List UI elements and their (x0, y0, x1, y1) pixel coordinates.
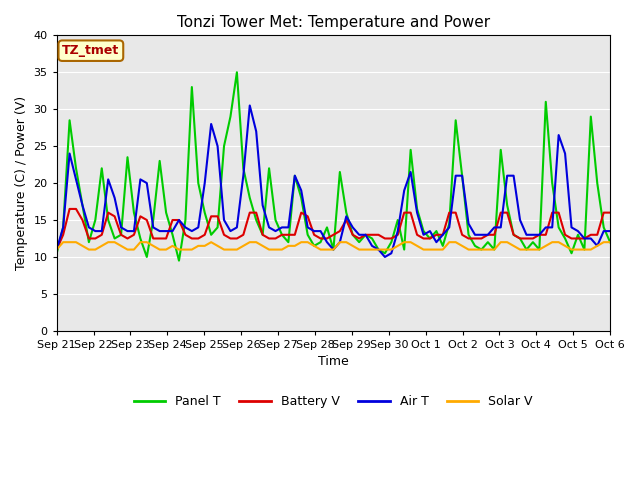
Solar V (53, 247, 61, 252)
Battery V (149, 236, 157, 241)
Panel T (220, 143, 228, 149)
Line: Solar V: Solar V (57, 242, 610, 250)
Text: TZ_tmet: TZ_tmet (62, 44, 120, 57)
Panel T (175, 258, 183, 264)
Air T (381, 254, 388, 260)
Air T (53, 247, 61, 252)
Battery V (66, 206, 74, 212)
Legend: Panel T, Battery V, Air T, Solar V: Panel T, Battery V, Air T, Solar V (129, 390, 538, 413)
Air T (336, 240, 344, 245)
Battery V (336, 228, 344, 234)
Air T (143, 180, 150, 186)
Solar V (336, 240, 344, 245)
Solar V (60, 240, 67, 245)
Panel T (606, 240, 614, 245)
Air T (516, 217, 524, 223)
Battery V (509, 232, 517, 238)
Battery V (606, 210, 614, 216)
Solar V (149, 243, 157, 249)
Line: Air T: Air T (57, 106, 610, 257)
Panel T (182, 217, 189, 223)
Battery V (220, 232, 228, 238)
Solar V (291, 243, 299, 249)
Air T (606, 228, 614, 234)
Panel T (516, 236, 524, 241)
Battery V (291, 232, 299, 238)
Air T (175, 217, 183, 223)
Panel T (298, 195, 305, 201)
Panel T (233, 70, 241, 75)
Panel T (342, 210, 350, 216)
Solar V (220, 247, 228, 252)
Air T (214, 143, 221, 149)
Y-axis label: Temperature (C) / Power (V): Temperature (C) / Power (V) (15, 96, 28, 270)
Solar V (606, 240, 614, 245)
Battery V (182, 232, 189, 238)
Solar V (509, 243, 517, 249)
Air T (246, 103, 253, 108)
Battery V (53, 247, 61, 252)
Panel T (53, 251, 61, 256)
Solar V (182, 247, 189, 252)
Line: Panel T: Panel T (57, 72, 610, 261)
Title: Tonzi Tower Met: Temperature and Power: Tonzi Tower Met: Temperature and Power (177, 15, 490, 30)
X-axis label: Time: Time (318, 355, 349, 369)
Air T (291, 173, 299, 179)
Panel T (143, 254, 150, 260)
Line: Battery V: Battery V (57, 209, 610, 250)
